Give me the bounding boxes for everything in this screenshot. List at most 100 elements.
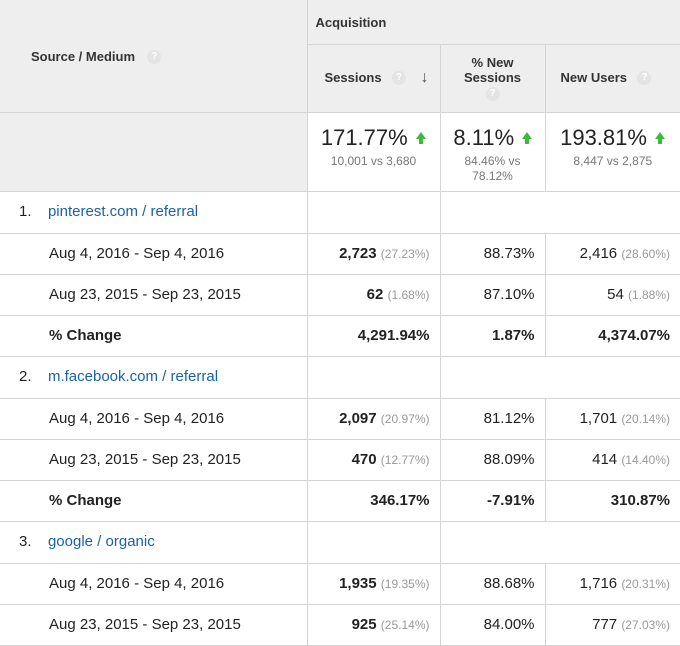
source-link[interactable]: m.facebook.com / referral <box>48 368 218 385</box>
new-sessions-value: 88.68% <box>440 563 545 604</box>
new-users-cell: 54 (1.88%) <box>545 274 680 315</box>
new-users-change: 310.87% <box>545 480 680 521</box>
sessions-percent: (27.23%) <box>381 247 430 261</box>
new-sessions-change: -7.91% <box>440 480 545 521</box>
new-users-percent: (27.03%) <box>621 618 670 632</box>
new-users-value: 414 <box>592 451 617 468</box>
up-arrow-icon <box>655 132 665 139</box>
sessions-cell: 2,097 (20.97%) <box>307 398 440 439</box>
sessions-percent: (25.14%) <box>381 618 430 632</box>
help-icon[interactable]: ? <box>147 50 161 64</box>
empty-cell <box>440 521 680 563</box>
dimension-header[interactable]: Source / Medium ? <box>0 0 307 112</box>
sessions-cell: 1,935 (19.35%) <box>307 563 440 604</box>
source-cell: 2. m.facebook.com / referral <box>0 356 307 398</box>
new-sessions-value: 88.09% <box>440 439 545 480</box>
new-users-change-value: 193.81% <box>560 125 647 150</box>
table-row: Aug 23, 2015 - Sep 23, 2015 925 (25.14%)… <box>0 604 680 645</box>
source-cell: 1. pinterest.com / referral <box>0 191 307 233</box>
sessions-change: 4,291.94% <box>307 315 440 356</box>
sessions-cell: 925 (25.14%) <box>307 604 440 645</box>
new-users-cell: 1,701 (20.14%) <box>545 398 680 439</box>
new-users-percent: (28.60%) <box>621 247 670 261</box>
sessions-cell: 2,723 (27.23%) <box>307 233 440 274</box>
new-users-value: 1,701 <box>580 410 618 427</box>
dimension-label: Source / Medium <box>31 49 135 64</box>
sessions-cell: 470 (12.77%) <box>307 439 440 480</box>
new-users-value: 777 <box>592 616 617 633</box>
source-cell: 3. google / organic <box>0 521 307 563</box>
sessions-change: 346.17% <box>307 480 440 521</box>
new-sessions-change-value: 8.11% <box>453 125 514 150</box>
new-users-label: New Users <box>561 70 627 85</box>
date-range-label: Aug 23, 2015 - Sep 23, 2015 <box>0 274 307 315</box>
table-row: Aug 23, 2015 - Sep 23, 2015 62 (1.68%) 8… <box>0 274 680 315</box>
empty-cell <box>307 356 440 398</box>
source-link[interactable]: pinterest.com / referral <box>48 203 198 220</box>
summary-new-sessions: 8.11% 84.46% vs 78.12% <box>440 112 545 191</box>
source-index: 1. <box>19 203 32 220</box>
new-users-percent: (14.40%) <box>621 453 670 467</box>
new-users-percent: (20.31%) <box>621 577 670 591</box>
new-users-cell: 414 (14.40%) <box>545 439 680 480</box>
new-sessions-value: 84.00% <box>440 604 545 645</box>
empty-cell <box>440 191 680 233</box>
help-icon[interactable]: ? <box>392 71 406 85</box>
source-link[interactable]: google / organic <box>48 533 155 550</box>
table-row: Aug 4, 2016 - Sep 4, 2016 1,935 (19.35%)… <box>0 563 680 604</box>
new-sessions-compare: 84.46% vs 78.12% <box>458 154 528 184</box>
new-users-cell: 777 (27.03%) <box>545 604 680 645</box>
acquisition-group-header: Acquisition <box>307 0 680 44</box>
new-users-compare: 8,447 vs 2,875 <box>546 154 680 168</box>
sessions-value: 470 <box>352 451 377 468</box>
source-index: 3. <box>19 533 32 550</box>
sessions-percent: (12.77%) <box>381 453 430 467</box>
sessions-cell: 62 (1.68%) <box>307 274 440 315</box>
table-row: Aug 4, 2016 - Sep 4, 2016 2,097 (20.97%)… <box>0 398 680 439</box>
new-sessions-value: 87.10% <box>440 274 545 315</box>
new-users-percent: (20.14%) <box>621 412 670 426</box>
sessions-value: 2,097 <box>339 410 377 427</box>
new-sessions-change: 1.87% <box>440 315 545 356</box>
help-icon[interactable]: ? <box>637 71 651 85</box>
table-row: % Change 4,291.94% 1.87% 4,374.07% <box>0 315 680 356</box>
empty-cell <box>440 356 680 398</box>
sessions-value: 925 <box>352 616 377 633</box>
help-icon[interactable]: ? <box>486 87 500 101</box>
source-row: 3. google / organic <box>0 521 680 563</box>
summary-sessions: 171.77% 10,001 vs 3,680 <box>307 112 440 191</box>
date-range-label: Aug 23, 2015 - Sep 23, 2015 <box>0 604 307 645</box>
source-row: 2. m.facebook.com / referral <box>0 356 680 398</box>
sessions-percent: (20.97%) <box>381 412 430 426</box>
new-users-value: 54 <box>607 286 624 303</box>
sessions-change-value: 171.77% <box>321 125 408 150</box>
new-users-percent: (1.88%) <box>628 288 670 302</box>
new-users-value: 1,716 <box>580 575 618 592</box>
sessions-compare: 10,001 vs 3,680 <box>308 154 440 168</box>
new-sessions-value: 81.12% <box>440 398 545 439</box>
change-label: % Change <box>0 315 307 356</box>
source-row: 1. pinterest.com / referral <box>0 191 680 233</box>
date-range-label: Aug 4, 2016 - Sep 4, 2016 <box>0 233 307 274</box>
new-users-value: 2,416 <box>580 245 618 262</box>
sessions-value: 2,723 <box>339 245 377 262</box>
sessions-label: Sessions <box>325 70 382 85</box>
table-row: % Change 346.17% -7.91% 310.87% <box>0 480 680 521</box>
sessions-percent: (1.68%) <box>387 288 429 302</box>
change-label: % Change <box>0 480 307 521</box>
sessions-value: 62 <box>367 286 384 303</box>
source-index: 2. <box>19 368 32 385</box>
new-sessions-column-header[interactable]: % New Sessions ? <box>440 44 545 112</box>
summary-blank-cell <box>0 112 307 191</box>
date-range-label: Aug 4, 2016 - Sep 4, 2016 <box>0 398 307 439</box>
new-sessions-label: % New Sessions <box>458 55 528 85</box>
table-row: Aug 23, 2015 - Sep 23, 2015 470 (12.77%)… <box>0 439 680 480</box>
sessions-column-header[interactable]: Sessions ? ↓ <box>307 44 440 112</box>
up-arrow-icon <box>416 132 426 139</box>
summary-new-users: 193.81% 8,447 vs 2,875 <box>545 112 680 191</box>
date-range-label: Aug 4, 2016 - Sep 4, 2016 <box>0 563 307 604</box>
new-users-column-header[interactable]: New Users ? <box>545 44 680 112</box>
sort-descending-icon[interactable]: ↓ <box>421 69 429 86</box>
new-users-cell: 1,716 (20.31%) <box>545 563 680 604</box>
